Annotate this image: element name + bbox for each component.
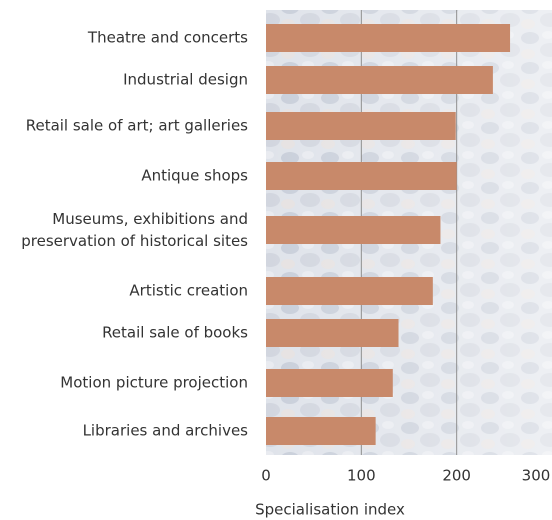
y-tick-label: Artistic creation	[129, 282, 248, 300]
x-tick-label: 300	[522, 467, 551, 485]
y-tick-label: Antique shops	[141, 167, 248, 185]
bar	[266, 277, 433, 305]
x-tick-label: 100	[347, 467, 376, 485]
y-tick-label: Libraries and archives	[83, 422, 249, 440]
bar	[266, 162, 457, 190]
y-tick-label: Museums, exhibitions and preservation of …	[21, 210, 248, 250]
y-tick-label: Retail sale of art; art galleries	[26, 117, 248, 135]
bar	[266, 66, 493, 94]
y-tick-label: Theatre and concerts	[87, 29, 248, 47]
bar	[266, 24, 511, 52]
bar	[266, 112, 456, 140]
x-tick-label: 0	[261, 467, 271, 485]
x-tick-label: 200	[442, 467, 471, 485]
bar	[266, 369, 393, 397]
bar	[266, 216, 441, 244]
y-tick-label: Retail sale of books	[102, 324, 248, 342]
bar	[266, 417, 376, 445]
y-tick-label: Industrial design	[123, 71, 248, 89]
bar	[266, 319, 399, 347]
x-axis-label: Specialisation index	[255, 501, 405, 519]
y-tick-label: Motion picture projection	[60, 374, 248, 392]
